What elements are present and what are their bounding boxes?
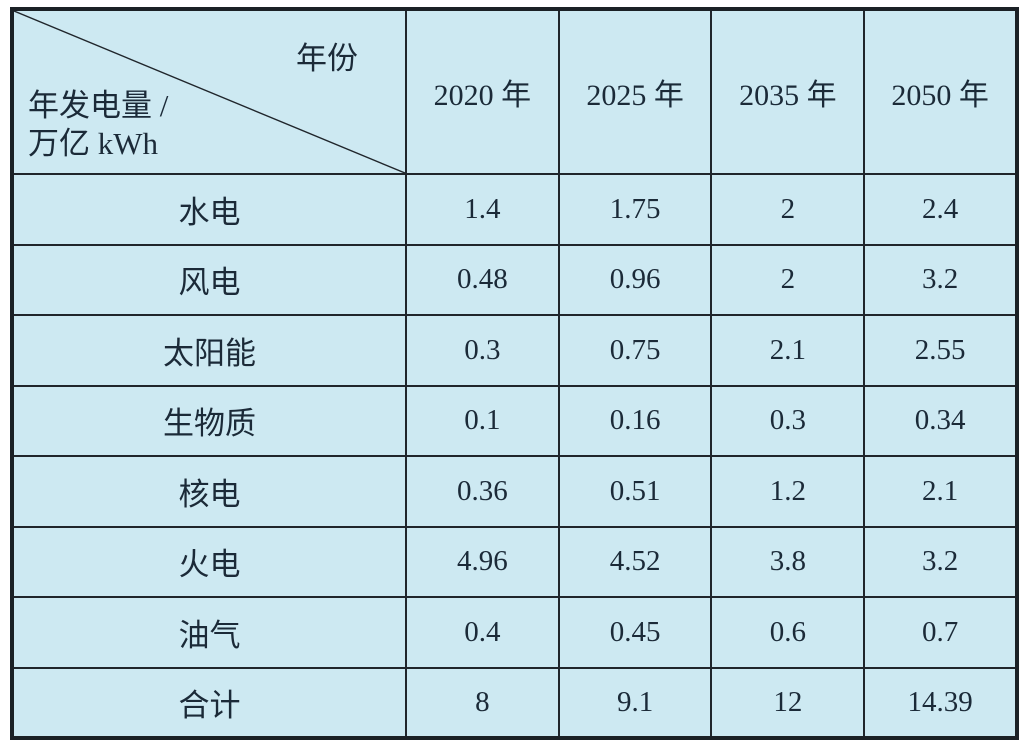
column-header-2035: 2035 年: [710, 8, 866, 175]
table-cell: 0.34: [863, 384, 1018, 457]
table-cell: 4.96: [404, 525, 560, 598]
corner-label-generation-axis: 年发电量 / 万亿 kWh: [28, 87, 168, 163]
corner-label-year-axis: 年份: [296, 41, 358, 76]
table-cell: 3.2: [863, 243, 1018, 316]
row-label-hydro: 水电: [11, 173, 407, 246]
table-cell: 0.51: [557, 455, 713, 528]
table-cell: 2.4: [863, 173, 1018, 246]
table-cell: 2: [710, 243, 866, 316]
table-row-total: 合计 8 9.1 12 14.39: [11, 666, 1018, 739]
row-label-wind: 风电: [11, 243, 407, 316]
row-label-thermal: 火电: [11, 525, 407, 598]
table-cell: 0.1: [404, 384, 560, 457]
table-cell: 2.55: [863, 314, 1018, 387]
row-label-nuclear: 核电: [11, 455, 407, 528]
column-header-2020: 2020 年: [404, 8, 560, 175]
table-cell: 0.75: [557, 314, 713, 387]
corner-label-generation-line1: 年发电量 /: [28, 88, 169, 123]
table-cell: 2.1: [863, 455, 1018, 528]
table-cell: 0.3: [404, 314, 560, 387]
table-cell: 0.4: [404, 596, 560, 669]
row-label-solar: 太阳能: [11, 314, 407, 387]
table-row-thermal: 火电 4.96 4.52 3.8 3.2: [11, 525, 1018, 598]
annual-generation-table: 年份 年发电量 / 万亿 kWh 2020 年 2025 年 2035 年 205…: [10, 7, 1019, 740]
table-row-wind: 风电 0.48 0.96 2 3.2: [11, 243, 1018, 316]
table-cell: 0.96: [557, 243, 713, 316]
table-cell: 0.6: [710, 596, 866, 669]
table-cell: 1.2: [710, 455, 866, 528]
table-cell: 14.39: [863, 666, 1018, 739]
table-cell: 1.4: [404, 173, 560, 246]
row-label-total: 合计: [11, 666, 407, 739]
table-cell: 9.1: [557, 666, 713, 739]
table-cell: 2.1: [710, 314, 866, 387]
corner-header-cell: 年份 年发电量 / 万亿 kWh: [11, 8, 407, 175]
table-cell: 1.75: [557, 173, 713, 246]
column-header-2025: 2025 年: [557, 8, 713, 175]
table-cell: 0.16: [557, 384, 713, 457]
table-row-oilgas: 油气 0.4 0.45 0.6 0.7: [11, 596, 1018, 669]
table-cell: 12: [710, 666, 866, 739]
table-cell: 0.45: [557, 596, 713, 669]
row-label-oilgas: 油气: [11, 596, 407, 669]
table-row-solar: 太阳能 0.3 0.75 2.1 2.55: [11, 314, 1018, 387]
table-cell: 0.48: [404, 243, 560, 316]
table-row-hydro: 水电 1.4 1.75 2 2.4: [11, 173, 1018, 246]
corner-label-generation-line2: 万亿 kWh: [28, 126, 159, 161]
table-cell: 4.52: [557, 525, 713, 598]
row-label-biomass: 生物质: [11, 384, 407, 457]
table-row-nuclear: 核电 0.36 0.51 1.2 2.1: [11, 455, 1018, 528]
table-cell: 0.7: [863, 596, 1018, 669]
table-row-biomass: 生物质 0.1 0.16 0.3 0.34: [11, 384, 1018, 457]
table-cell: 0.3: [710, 384, 866, 457]
table-cell: 0.36: [404, 455, 560, 528]
diagonal-divider-line: [14, 11, 405, 173]
table-cell: 3.8: [710, 525, 866, 598]
table-cell: 2: [710, 173, 866, 246]
column-header-2050: 2050 年: [863, 8, 1018, 175]
header-row: 年份 年发电量 / 万亿 kWh 2020 年 2025 年 2035 年 205…: [11, 8, 1018, 175]
table-cell: 8: [404, 666, 560, 739]
table-cell: 3.2: [863, 525, 1018, 598]
